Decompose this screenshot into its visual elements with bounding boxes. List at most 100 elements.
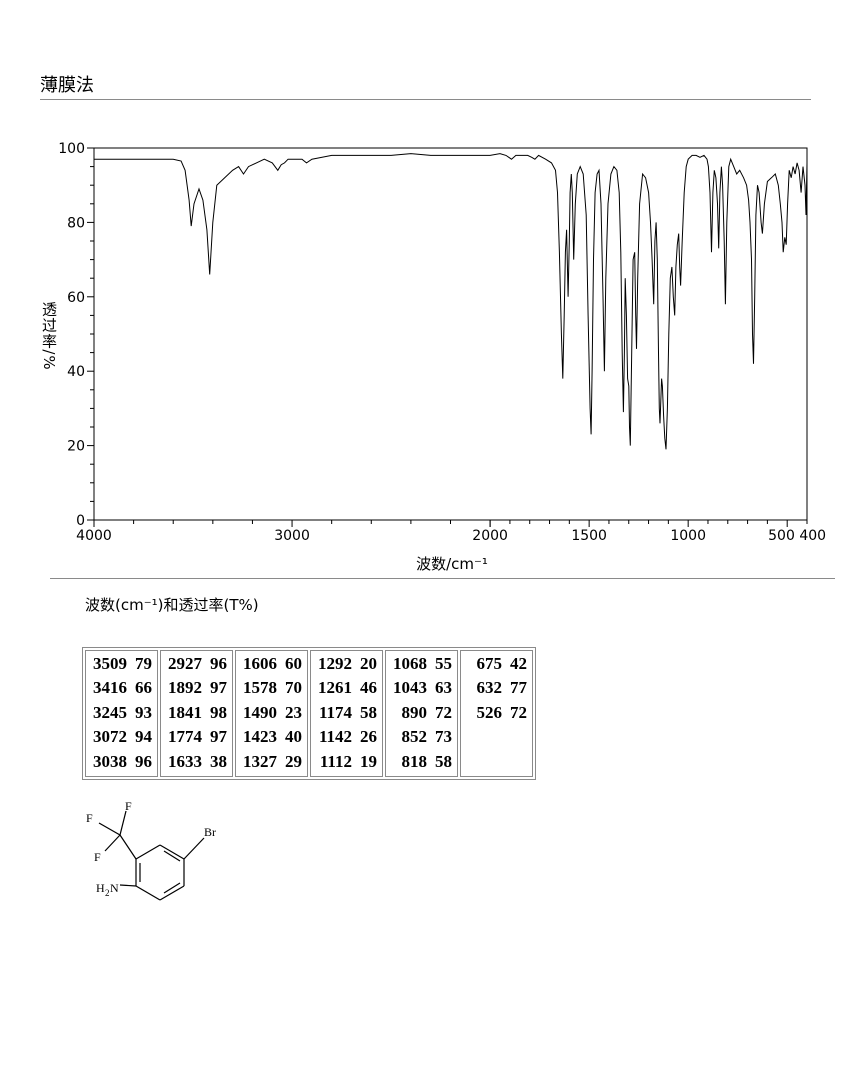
peak-transmittance: 77 — [510, 678, 527, 698]
peak-wavenumber: 1142 — [318, 727, 352, 747]
peak-row: 675 42 — [466, 652, 528, 676]
divider-top — [40, 99, 811, 100]
y-axis: 0 20 40 60 80 100 — [58, 141, 94, 529]
peak-wavenumber: 1327 — [243, 751, 277, 771]
method-title: 薄膜法 — [40, 75, 94, 96]
x-tick-label: 2000 — [472, 528, 508, 544]
peak-row: 1892 97 — [166, 676, 227, 700]
peak-row: 1043 63 — [391, 676, 452, 700]
x-tick-label: 3000 — [274, 528, 310, 544]
peak-wavenumber: 1633 — [168, 751, 202, 771]
peak-transmittance: 66 — [135, 678, 152, 698]
bromine-label: Br — [204, 825, 216, 839]
peak-transmittance: 96 — [210, 654, 227, 673]
peak-transmittance: 60 — [285, 654, 302, 673]
y-axis-label: 透过率/% — [40, 301, 58, 370]
peak-wavenumber: 1261 — [318, 678, 352, 698]
peak-transmittance: 19 — [360, 751, 377, 771]
peak-row: 1633 38 — [166, 750, 227, 774]
peak-wavenumber: 632 — [476, 678, 503, 698]
peak-row: 1174 58 — [316, 701, 377, 725]
peak-wavenumber: 3072 — [93, 727, 127, 747]
peak-wavenumber: 890 — [401, 702, 428, 722]
peak-transmittance: 97 — [210, 727, 227, 747]
peak-wavenumber: 1174 — [318, 702, 352, 722]
peak-wavenumber: 1068 — [393, 654, 427, 673]
peak-transmittance: 58 — [435, 751, 452, 771]
peak-wavenumber: 1292 — [318, 654, 352, 673]
x-tick-label: 500 400 — [768, 528, 826, 544]
peak-row: 818 58 — [391, 750, 453, 774]
peak-table: 3509 79 3416 66 3245 93 3072 94 3038 96 2927 96 1892… — [82, 647, 536, 781]
peak-transmittance: 96 — [135, 751, 152, 771]
peak-row: 1841 98 — [166, 701, 227, 725]
peak-row: 1142 26 — [316, 725, 377, 749]
peak-transmittance: 97 — [210, 678, 227, 698]
peak-transmittance: 55 — [435, 654, 452, 673]
peak-wavenumber: 1578 — [243, 678, 277, 698]
peak-wavenumber: 818 — [401, 751, 428, 771]
peak-row: 3416 66 — [91, 676, 152, 700]
ir-spectrum-chart: 0 20 40 60 80 100 4000 3000 2000 1500 1000 500 400… — [40, 141, 826, 573]
peak-row: 1774 97 — [166, 725, 227, 749]
peak-transmittance: 73 — [435, 727, 452, 747]
y-tick-label: 100 — [58, 141, 85, 157]
divider-middle — [50, 578, 835, 579]
peak-transmittance: 72 — [435, 702, 452, 722]
peak-wavenumber: 1774 — [168, 727, 202, 747]
x-axis: 4000 3000 2000 1500 1000 500 400 — [76, 520, 826, 544]
peak-row: 890 72 — [391, 701, 453, 725]
peak-transmittance: 29 — [285, 751, 302, 771]
peak-row: 1327 29 — [241, 750, 302, 774]
peak-column: 1606 60 1578 70 1490 23 1423 40 1327 29 — [235, 650, 308, 778]
peak-wavenumber: 3038 — [93, 751, 127, 771]
peak-transmittance: 46 — [360, 678, 377, 698]
peak-column: 675 42 632 77 526 72 — [460, 650, 533, 778]
peak-wavenumber: 675 — [476, 654, 503, 673]
amine-h-label: H — [96, 881, 105, 895]
peak-transmittance: 20 — [360, 654, 377, 673]
peak-row: 1490 23 — [241, 701, 302, 725]
x-tick-label: 1000 — [670, 528, 706, 544]
fluorine-label-3: F — [94, 850, 101, 864]
amine-n-label: N — [110, 881, 119, 895]
peak-transmittance: 94 — [135, 727, 152, 747]
peak-transmittance: 40 — [285, 727, 302, 747]
peak-row: 1578 70 — [241, 676, 302, 700]
peak-row: 3509 79 — [91, 652, 152, 676]
y-tick-label: 60 — [67, 290, 85, 306]
peak-transmittance: 70 — [285, 678, 302, 698]
x-tick-label: 4000 — [76, 528, 112, 544]
peak-row: 3072 94 — [91, 725, 152, 749]
peak-wavenumber: 1043 — [393, 678, 427, 698]
peak-row: 1606 60 — [241, 652, 302, 676]
peak-transmittance: 79 — [135, 654, 152, 673]
y-tick-label: 40 — [67, 364, 85, 380]
peak-column: 1292 20 1261 46 1174 58 1142 26 1112 19 — [310, 650, 383, 778]
peak-transmittance: 23 — [285, 702, 302, 722]
peak-row: 3245 93 — [91, 701, 152, 725]
plot-frame — [93, 147, 808, 521]
peak-transmittance: 58 — [360, 702, 377, 722]
peak-transmittance: 98 — [210, 702, 227, 722]
fluorine-label-1: F — [125, 799, 132, 813]
peak-row: 2927 96 — [166, 652, 227, 676]
peak-wavenumber: 3416 — [93, 678, 127, 698]
peak-transmittance: 63 — [435, 678, 452, 698]
peak-column: 1068 55 1043 63 890 72 852 73 818 58 — [385, 650, 458, 778]
spectrum-line — [94, 153, 808, 450]
peak-column: 3509 79 3416 66 3245 93 3072 94 3038 96 — [85, 650, 158, 778]
peak-table-caption: 波数(cm⁻¹)和透过率(T%) — [85, 596, 259, 614]
peak-wavenumber: 2927 — [168, 654, 202, 673]
peak-transmittance: 38 — [210, 751, 227, 771]
peak-transmittance: 72 — [510, 702, 527, 722]
peak-row: 632 77 — [466, 676, 528, 700]
peak-row: 1423 40 — [241, 725, 302, 749]
peak-wavenumber: 1423 — [243, 727, 277, 747]
peak-wavenumber: 1490 — [243, 702, 277, 722]
fluorine-label-2: F — [86, 811, 93, 825]
y-tick-label: 80 — [67, 215, 85, 231]
peak-row: 1112 19 — [316, 750, 377, 774]
peak-wavenumber: 1892 — [168, 678, 202, 698]
peak-wavenumber: 1841 — [168, 702, 202, 722]
